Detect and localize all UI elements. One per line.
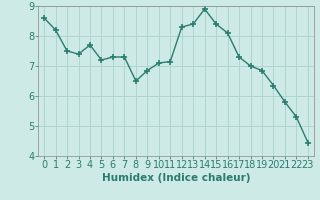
X-axis label: Humidex (Indice chaleur): Humidex (Indice chaleur) <box>102 173 250 183</box>
